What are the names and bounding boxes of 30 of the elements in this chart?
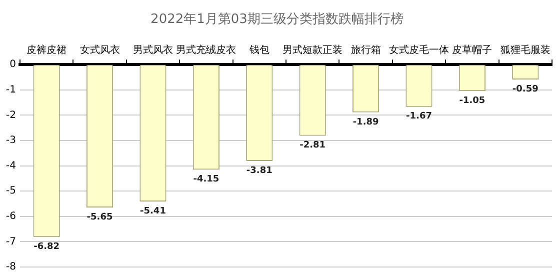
x-tick-label: 皮裤皮裙: [26, 44, 67, 56]
x-tick-label: 皮草帽子: [452, 44, 492, 56]
data-label: -3.81: [246, 166, 272, 176]
chart-title: 2022年1月第03期三级分类指数跌幅排行榜: [150, 12, 404, 28]
x-tick-label: 钱包: [248, 44, 270, 56]
y-tick-label: -7: [6, 236, 16, 248]
y-tick-label: -5: [6, 186, 16, 197]
y-tick-label: -6: [6, 210, 16, 222]
x-tick-label: 男式充绒皮衣: [176, 44, 236, 56]
data-label: -5.65: [86, 212, 113, 222]
x-tick-label: 旅行箱: [350, 44, 381, 56]
y-tick-label: 0: [10, 59, 16, 70]
y-tick-label: -2: [6, 110, 16, 121]
data-label: -1.67: [406, 112, 432, 122]
data-label: -4.15: [193, 174, 220, 184]
y-tick-label: -4: [6, 160, 16, 172]
y-tick-label: -3: [6, 135, 16, 146]
data-label: -5.41: [140, 206, 166, 216]
data-label: -0.59: [512, 84, 538, 94]
data-label: -2.81: [300, 140, 326, 151]
y-tick-label: -8: [6, 262, 16, 273]
data-label: -6.82: [34, 242, 60, 252]
x-tick-label: 女式风衣: [80, 44, 120, 56]
x-tick-label: 女式皮毛一体: [388, 44, 449, 56]
data-label: -1.05: [459, 96, 486, 106]
x-tick-label: 男式风衣: [132, 44, 173, 56]
data-label: -1.89: [352, 117, 379, 128]
x-tick-label: 男式短款正装: [282, 44, 343, 56]
y-tick-label: -1: [6, 84, 16, 96]
x-tick-label: 狐狸毛服装: [500, 44, 550, 56]
